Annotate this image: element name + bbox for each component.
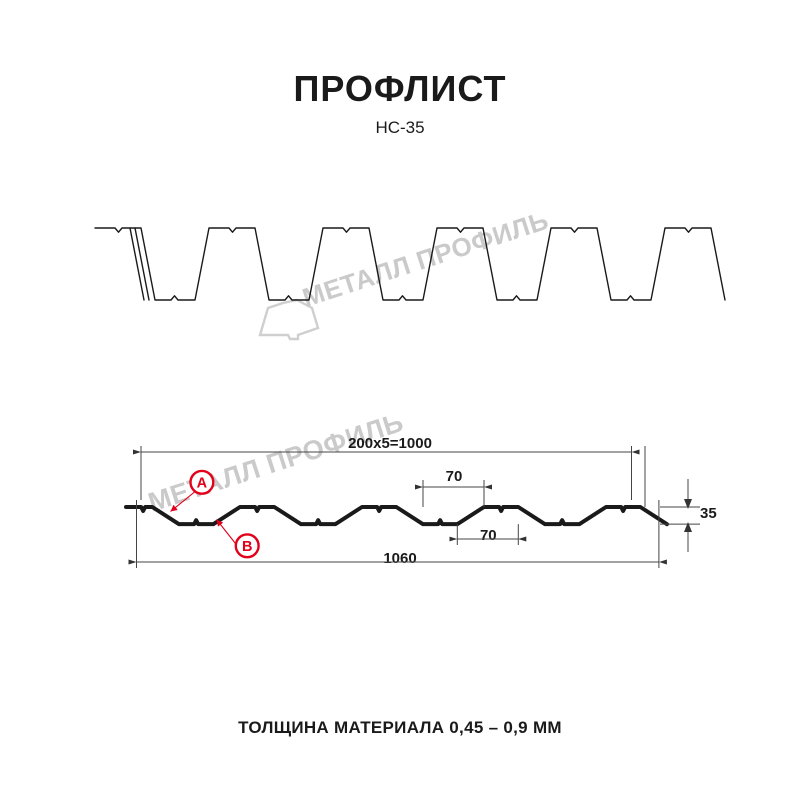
svg-text:B: B	[242, 539, 252, 555]
svg-text:A: A	[197, 475, 208, 491]
